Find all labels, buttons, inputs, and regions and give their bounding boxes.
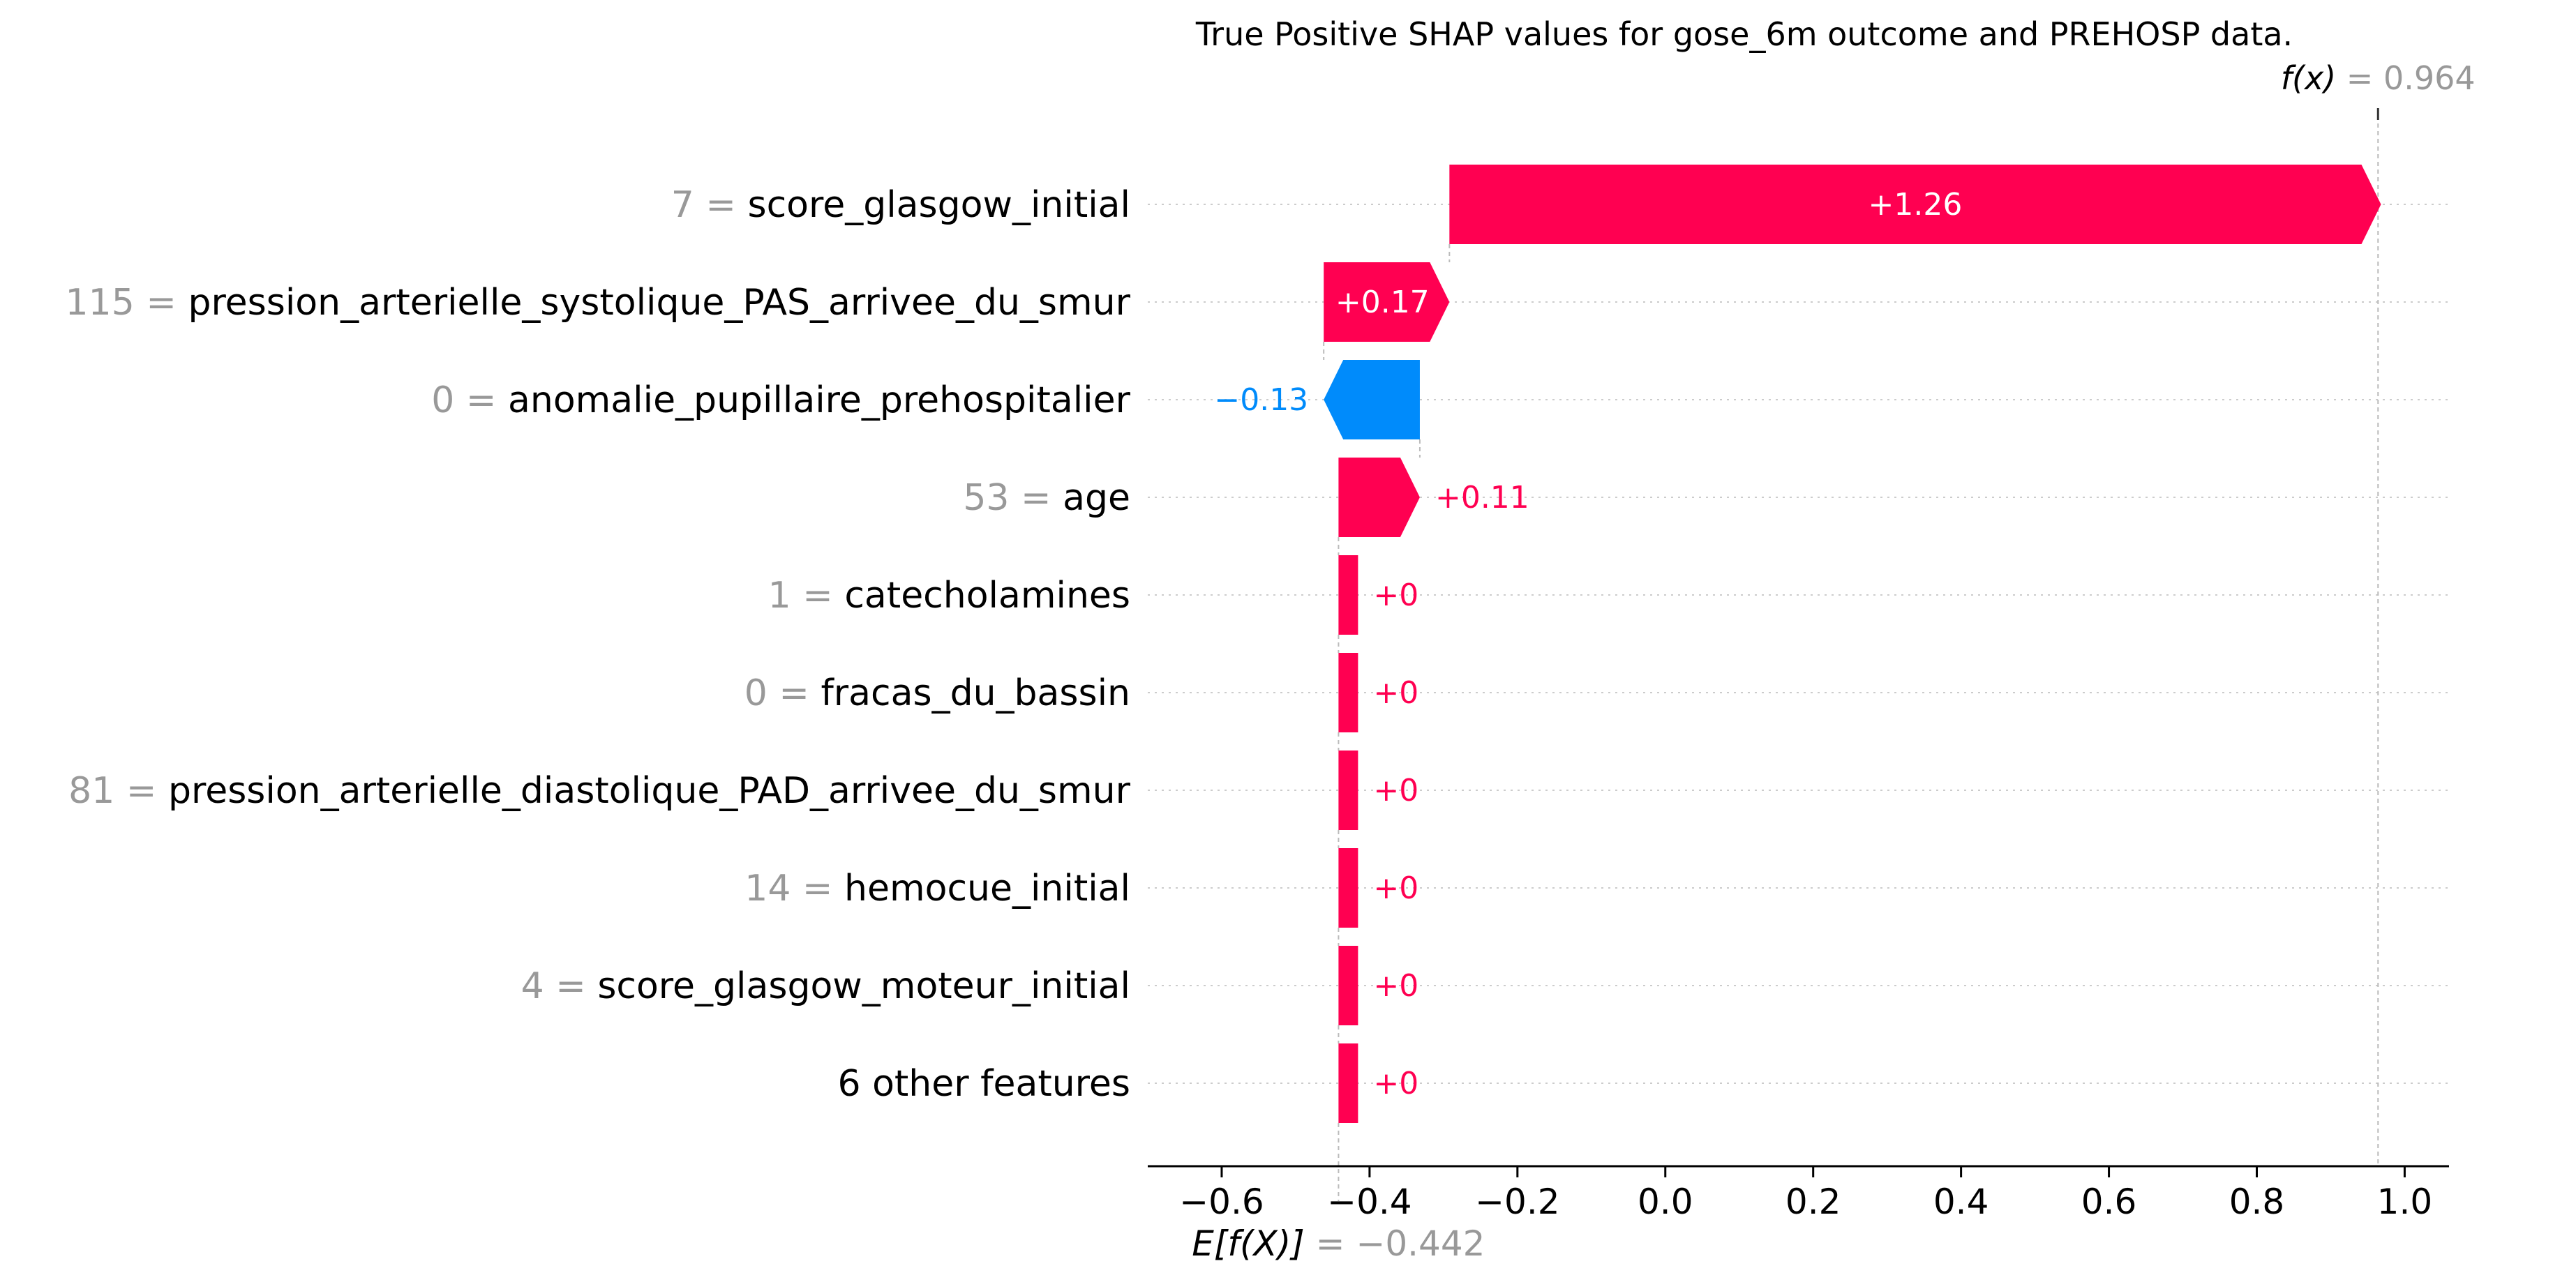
feature-label: 14 = hemocue_initial bbox=[744, 868, 1130, 910]
x-axis: −0.6 −0.4 −0.2 0.0 0.2 0.4 0.6 0.8 1.0 bbox=[1148, 1165, 2449, 1222]
feature-label: 0 = anomalie_pupillaire_prehospitalier bbox=[431, 379, 1130, 421]
chart-title: True Positive SHAP values for gose_6m ou… bbox=[1195, 15, 2293, 53]
feature-label: 53 = age bbox=[963, 477, 1130, 519]
bar bbox=[1338, 458, 1420, 537]
bar-value-label: +0 bbox=[1373, 1066, 1418, 1101]
feature-value: 4 = bbox=[521, 965, 598, 1007]
bar-value-label: +0.11 bbox=[1435, 480, 1529, 515]
base-value-label: E[f(X)] = −0.442 bbox=[1192, 1223, 1485, 1264]
bar bbox=[1338, 946, 1358, 1025]
feature-name: 6 other features bbox=[837, 1063, 1130, 1105]
feature-name: anomalie_pupillaire_prehospitalier bbox=[508, 379, 1131, 421]
feature-labels: 7 = score_glasgow_initial 115 = pression_… bbox=[66, 184, 1131, 1105]
feature-value: 81 = bbox=[68, 770, 168, 812]
x-tick-label: 1.0 bbox=[2377, 1182, 2433, 1222]
feature-label: 81 = pression_arterielle_diastolique_PAD… bbox=[68, 770, 1130, 812]
bar bbox=[1338, 1043, 1358, 1123]
bar bbox=[1338, 653, 1358, 732]
feature-value: 14 = bbox=[744, 868, 844, 910]
bar-value-label: +0 bbox=[1373, 578, 1418, 613]
x-tick-label: 0.4 bbox=[1933, 1182, 1989, 1222]
feature-label: 6 other features bbox=[837, 1063, 1130, 1105]
feature-label: 4 = score_glasgow_moteur_initial bbox=[521, 965, 1130, 1007]
x-tick-label: −0.2 bbox=[1475, 1182, 1559, 1222]
annotations: E[f(X)] = −0.442 f(x) = 0.964 bbox=[1192, 59, 2475, 1264]
feature-label: 1 = catecholamines bbox=[768, 575, 1130, 617]
feature-name: hemocue_initial bbox=[844, 868, 1130, 910]
feature-name: pression_arterielle_systolique_PAS_arriv… bbox=[188, 282, 1130, 324]
bar-value-label: +0 bbox=[1373, 675, 1418, 711]
bar-value-label: +0 bbox=[1373, 773, 1418, 808]
bar-value-label: +0.17 bbox=[1335, 285, 1430, 320]
x-tick-label: −0.4 bbox=[1327, 1182, 1411, 1222]
bar bbox=[1338, 555, 1358, 635]
x-tick-label: 0.2 bbox=[1785, 1182, 1841, 1222]
feature-name: fracas_du_bassin bbox=[821, 672, 1130, 714]
feature-label: 7 = score_glasgow_initial bbox=[671, 184, 1130, 226]
feature-value: 7 = bbox=[671, 184, 748, 226]
feature-label: 115 = pression_arterielle_systolique_PAS… bbox=[66, 282, 1131, 324]
bar bbox=[1338, 848, 1358, 928]
output-value-label: f(x) = 0.964 bbox=[2281, 59, 2476, 97]
bar-value-label: +1.26 bbox=[1869, 187, 1963, 223]
feature-name: catecholamines bbox=[844, 575, 1130, 617]
feature-label: 0 = fracas_du_bassin bbox=[744, 672, 1130, 714]
x-tick-label: 0.6 bbox=[2081, 1182, 2137, 1222]
connector-lines bbox=[1323, 108, 2379, 1201]
feature-name: score_glasgow_moteur_initial bbox=[597, 965, 1130, 1007]
bar bbox=[1324, 262, 1450, 342]
bar bbox=[1324, 360, 1420, 439]
feature-value: 53 = bbox=[963, 477, 1063, 519]
feature-name: pression_arterielle_diastolique_PAD_arri… bbox=[168, 770, 1131, 812]
feature-name: age bbox=[1063, 477, 1130, 519]
bar bbox=[1449, 165, 2381, 244]
x-tick-label: 0.0 bbox=[1638, 1182, 1693, 1222]
feature-value: 115 = bbox=[66, 282, 188, 324]
bar-value-label: −0.13 bbox=[1214, 382, 1308, 418]
bars: +1.26 +0.17 −0.13 +0.11 +0 +0 +0 +0 +0 +0 bbox=[1214, 165, 2381, 1123]
x-tick-label: 0.8 bbox=[2229, 1182, 2285, 1222]
bar bbox=[1338, 751, 1358, 830]
bar-value-label: +0 bbox=[1373, 968, 1418, 1004]
feature-name: score_glasgow_initial bbox=[748, 184, 1131, 226]
feature-value: 0 = bbox=[431, 379, 508, 421]
bar-value-label: +0 bbox=[1373, 870, 1418, 906]
x-tick-label: −0.6 bbox=[1179, 1182, 1264, 1222]
feature-value: 1 = bbox=[768, 575, 845, 617]
feature-value: 0 = bbox=[744, 672, 821, 714]
